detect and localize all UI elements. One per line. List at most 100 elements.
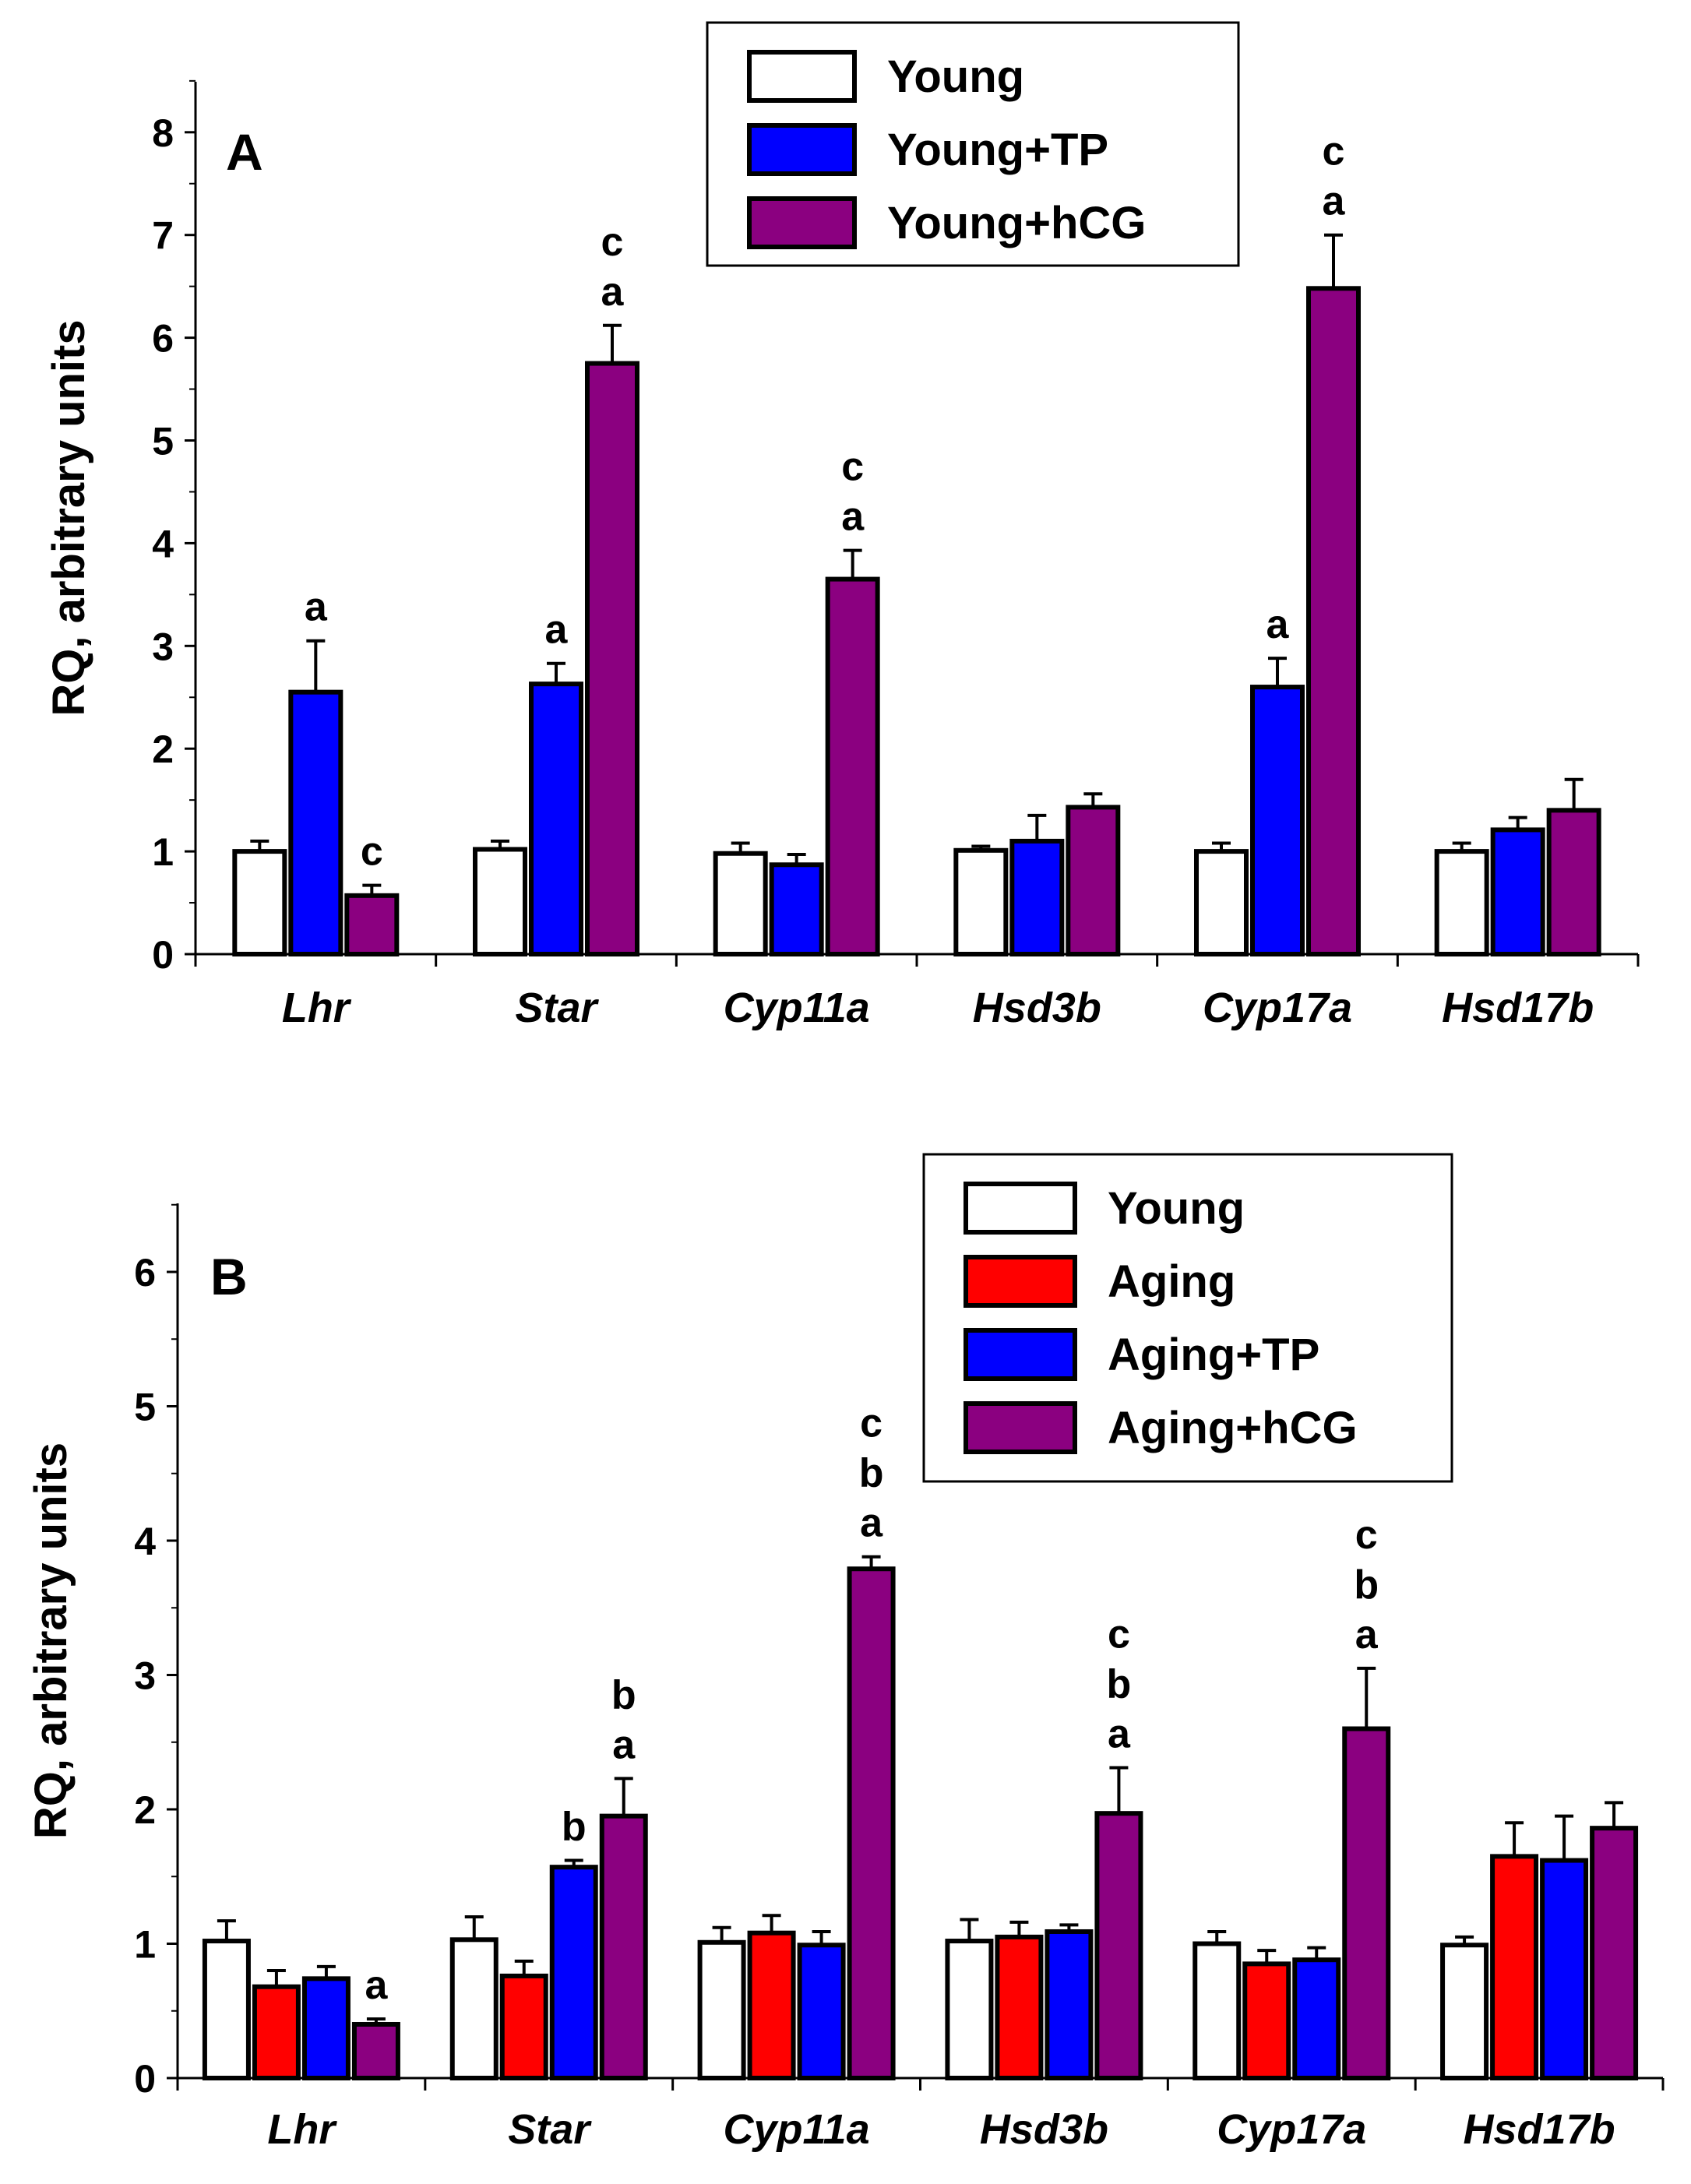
bar-aging-tp [1045, 1929, 1094, 2081]
significance-letter: a [1355, 1612, 1379, 1657]
bar-aging-tp [1540, 1858, 1589, 2081]
category-label: Star [508, 2106, 592, 2153]
y-tick-label: 1 [152, 830, 174, 874]
significance-letter: b [1107, 1662, 1132, 1707]
significance-letter: a [365, 1963, 388, 2008]
legend-label: Aging+hCG [1108, 1403, 1358, 1453]
bar-aging [747, 1930, 796, 2080]
significance-letter: a [1266, 602, 1290, 647]
significance-letter: a [545, 608, 569, 653]
legend: Young Young+TP Young+hCG [706, 21, 1240, 267]
legend-label: Young [1108, 1183, 1245, 1234]
y-tick-label: 3 [152, 625, 174, 668]
category-label: Cyp11a [724, 2106, 870, 2153]
bar-young-tp [288, 689, 343, 957]
significance-letter: b [611, 1672, 636, 1717]
bar-young-tp [1490, 827, 1545, 956]
significance-letter: a [841, 495, 865, 540]
bar-young-tp [1009, 838, 1065, 957]
y-tick-label: 4 [152, 522, 174, 565]
bar-young-hcg [585, 361, 639, 956]
legend-swatch [747, 196, 857, 249]
category-label: Cyp17a [1217, 2106, 1366, 2153]
category-label: Hsd17b [1464, 2106, 1615, 2153]
legend-label: Young+TP [887, 125, 1108, 175]
category-label: Lhr [282, 985, 352, 1031]
bar-aging-tp [797, 1943, 846, 2081]
bar-young [202, 1939, 251, 2081]
bar-aging-hcg [1590, 1826, 1639, 2080]
significance-letter: c [860, 1401, 882, 1446]
y-tick-label: 0 [134, 2057, 156, 2101]
bar-young [1434, 849, 1489, 956]
category-label: Star [515, 985, 599, 1031]
category-label: Lhr [267, 2106, 337, 2153]
legend-label: Aging [1108, 1256, 1235, 1307]
significance-letter: a [860, 1501, 883, 1546]
bar-aging-hcg [599, 1813, 648, 2080]
bar-young-hcg [825, 576, 880, 956]
bar-young [945, 1939, 994, 2081]
bar-young [953, 847, 1009, 956]
bar-aging-hcg [1094, 1811, 1143, 2081]
bar-young [697, 1939, 746, 2080]
bar-young [473, 847, 527, 957]
bar-young [232, 849, 287, 956]
y-tick-label: 6 [152, 317, 174, 361]
bar-young [449, 1937, 498, 2080]
bar-young [713, 851, 768, 957]
bar-young-tp [1250, 685, 1305, 956]
bar-aging [499, 1973, 548, 2080]
y-tick-label: 5 [134, 1386, 156, 1429]
significance-letter: b [1354, 1562, 1379, 1608]
category-label: Cyp11a [724, 985, 870, 1031]
legend-swatch [747, 50, 857, 103]
legend-swatch [964, 1182, 1077, 1235]
panel-label: B [210, 1248, 248, 1305]
category-label: Hsd17b [1442, 985, 1594, 1031]
significance-letter: c [601, 220, 624, 265]
y-axis-label: RQ, arbitrary units [44, 319, 94, 716]
category-label: Cyp17a [1203, 985, 1352, 1031]
legend-label: Aging+TP [1108, 1330, 1319, 1380]
y-tick-label: 2 [152, 727, 174, 771]
bar-young [1194, 849, 1249, 956]
bar-aging-hcg [1342, 1726, 1391, 2080]
bar-aging [995, 1934, 1044, 2080]
legend-label: Young+hCG [887, 198, 1146, 248]
significance-letter: c [1323, 129, 1345, 174]
significance-letter: a [1108, 1712, 1131, 1757]
significance-letter: b [859, 1451, 884, 1496]
bar-young-hcg [1306, 286, 1361, 956]
y-tick-label: 1 [134, 1923, 156, 1967]
panel-label: A [226, 123, 263, 181]
bar-aging [1490, 1854, 1539, 2080]
y-tick-label: 4 [134, 1520, 156, 1563]
bar-aging [1242, 1961, 1291, 2080]
bar-young-hcg [1546, 808, 1601, 956]
y-tick-label: 6 [134, 1251, 156, 1295]
y-tick-label: 0 [152, 933, 174, 977]
significance-letter: c [361, 830, 383, 875]
y-tick-label: 7 [152, 214, 174, 258]
bar-aging-tp [301, 1976, 351, 2081]
legend-swatch [964, 1255, 1077, 1308]
significance-letter: c [1108, 1612, 1130, 1657]
bar-young-hcg [344, 893, 400, 957]
bar-young [1440, 1943, 1489, 2081]
legend-swatch [747, 123, 857, 176]
legend-swatch [964, 1401, 1077, 1454]
significance-letter: a [305, 585, 328, 630]
significance-letter: a [601, 269, 625, 315]
bar-young-tp [529, 682, 583, 957]
category-label: Hsd3b [973, 985, 1101, 1031]
y-tick-label: 8 [152, 111, 174, 155]
bar-young-hcg [1066, 805, 1121, 957]
y-tick-label: 2 [134, 1788, 156, 1832]
bar-aging-hcg [351, 2022, 400, 2080]
significance-letter: a [1323, 179, 1346, 224]
category-label: Hsd3b [980, 2106, 1108, 2153]
bar-young-tp [769, 862, 824, 956]
